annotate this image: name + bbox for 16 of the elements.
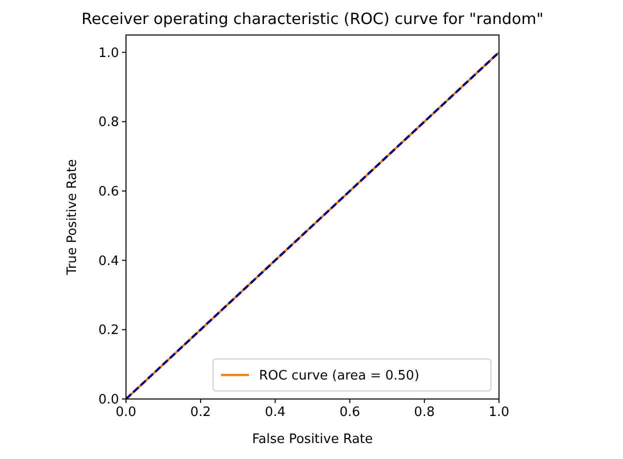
y-tick-label: 0.0	[98, 392, 119, 408]
x-axis-title: False Positive Rate	[252, 432, 373, 447]
x-tick-label: 0.2	[190, 405, 211, 420]
legend-label: ROC curve (area = 0.50)	[259, 368, 420, 384]
chart-title: Receiver operating characteristic (ROC) curve for "random"	[82, 10, 544, 28]
y-tick-label: 0.4	[98, 254, 119, 269]
x-tick-label: 0.8	[414, 405, 435, 420]
y-tick-label: 0.2	[98, 323, 119, 338]
x-tick-label: 0.4	[264, 405, 286, 420]
y-tick-label: 0.6	[98, 184, 119, 200]
x-tick-label: 0.6	[339, 405, 360, 420]
x-tick-label: 0.0	[116, 405, 136, 420]
y-tick-label: 1.0	[98, 46, 119, 61]
y-axis-title: True Positive Rate	[65, 159, 80, 276]
x-tick-label: 1.0	[488, 405, 510, 420]
y-tick-label: 0.8	[98, 115, 119, 130]
